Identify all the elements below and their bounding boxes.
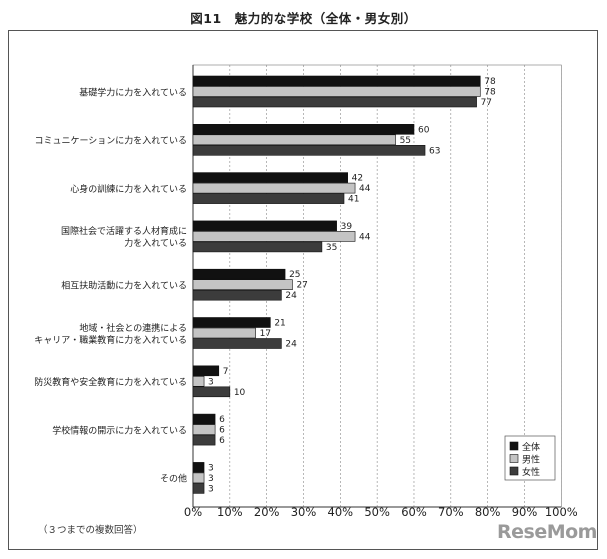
bar-全体 <box>192 365 220 377</box>
category-label: 国際社会で活躍する人材育成に <box>61 225 187 237</box>
data-label: 6 <box>219 415 225 425</box>
bar-男性 <box>192 424 216 435</box>
data-label: 3 <box>208 463 214 473</box>
chart-title: 図11 魅力的な学校（全体・男女別） <box>190 11 417 26</box>
data-label: 3 <box>208 474 214 484</box>
data-label: 3 <box>208 377 214 387</box>
legend-label: 全体 <box>522 441 540 453</box>
data-label: 78 <box>484 77 496 87</box>
bar-男性 <box>192 134 396 146</box>
data-label: 3 <box>208 484 214 494</box>
x-tick-label: 100% <box>545 505 578 519</box>
bar-女性 <box>192 483 205 494</box>
bar-男性 <box>192 327 256 339</box>
data-label: 35 <box>326 243 337 253</box>
data-label: 41 <box>348 195 359 205</box>
x-tick-label: 0% <box>184 505 202 519</box>
bar-全体 <box>192 172 348 183</box>
category-label: コミュニケーションに力を入れている <box>34 135 187 147</box>
data-label: 24 <box>285 291 297 301</box>
data-label: 39 <box>341 222 353 232</box>
bar-全体 <box>192 75 481 87</box>
bar-全体 <box>192 220 337 232</box>
legend-swatch <box>509 466 519 476</box>
footnote: （３つまでの複数回答） <box>38 525 143 536</box>
category-label: 地域・社会との連携による <box>79 322 187 334</box>
x-tick-label: 80% <box>475 505 501 519</box>
bar-男性 <box>192 182 356 194</box>
data-label: 7 <box>223 367 229 377</box>
bar-女性 <box>192 193 345 204</box>
bar-全体 <box>192 268 286 280</box>
x-tick-label: 50% <box>364 505 390 519</box>
data-label: 44 <box>359 232 371 242</box>
data-label: 42 <box>352 174 363 184</box>
category-label: 学校情報の開示に力を入れている <box>52 424 187 436</box>
data-label: 6 <box>219 436 225 446</box>
x-tick-label: 30% <box>291 505 317 519</box>
bar-女性 <box>192 338 282 349</box>
category-label: 相互扶助活動に力を入れている <box>61 279 187 291</box>
bar-女性 <box>192 145 426 156</box>
category-label: 心身の訓練に力を入れている <box>70 183 187 195</box>
bar-女性 <box>192 289 282 301</box>
x-tick-label: 70% <box>438 505 464 519</box>
bar-男性 <box>192 472 205 484</box>
chart-frame <box>8 30 598 550</box>
bar-女性 <box>192 386 231 398</box>
bar-男性 <box>192 375 205 387</box>
category-label: 力を入れている <box>124 237 187 249</box>
bar-全体 <box>192 462 205 473</box>
data-label: 78 <box>484 88 496 98</box>
bar-全体 <box>192 124 415 135</box>
bar-全体 <box>192 413 216 425</box>
bar-男性 <box>192 231 356 242</box>
data-label: 10 <box>234 388 246 398</box>
bar-全体 <box>192 317 271 328</box>
category-label: キャリア・職業教育に力を入れている <box>34 334 187 346</box>
x-tick-label: 40% <box>328 505 354 519</box>
category-label: その他 <box>160 473 187 485</box>
data-label: 17 <box>260 329 271 339</box>
category-label: 防災教育や安全教育に力を入れている <box>34 376 187 388</box>
bar-女性 <box>192 434 216 446</box>
legend-swatch <box>509 454 519 463</box>
data-label: 6 <box>219 426 225 436</box>
legend-swatch <box>509 441 519 451</box>
data-label: 44 <box>359 184 371 194</box>
data-label: 25 <box>289 270 300 280</box>
data-label: 21 <box>274 319 285 329</box>
bar-女性 <box>192 96 477 108</box>
bar-女性 <box>192 241 323 253</box>
bar-男性 <box>192 86 481 97</box>
data-label: 63 <box>429 146 440 156</box>
bar-男性 <box>192 279 293 291</box>
x-tick-label: 90% <box>512 505 538 519</box>
legend-label: 女性 <box>522 466 540 478</box>
data-label: 55 <box>400 136 411 146</box>
category-label: 基礎学力に力を入れている <box>79 86 187 98</box>
data-label: 24 <box>285 340 297 350</box>
data-label: 77 <box>481 98 492 108</box>
data-label: 60 <box>418 125 430 135</box>
x-tick-label: 20% <box>254 505 280 519</box>
data-label: 27 <box>296 281 307 291</box>
x-tick-label: 60% <box>401 505 427 519</box>
x-tick-label: 10% <box>217 505 243 519</box>
watermark-logo: ReseMom <box>497 521 597 543</box>
legend-label: 男性 <box>522 454 540 466</box>
